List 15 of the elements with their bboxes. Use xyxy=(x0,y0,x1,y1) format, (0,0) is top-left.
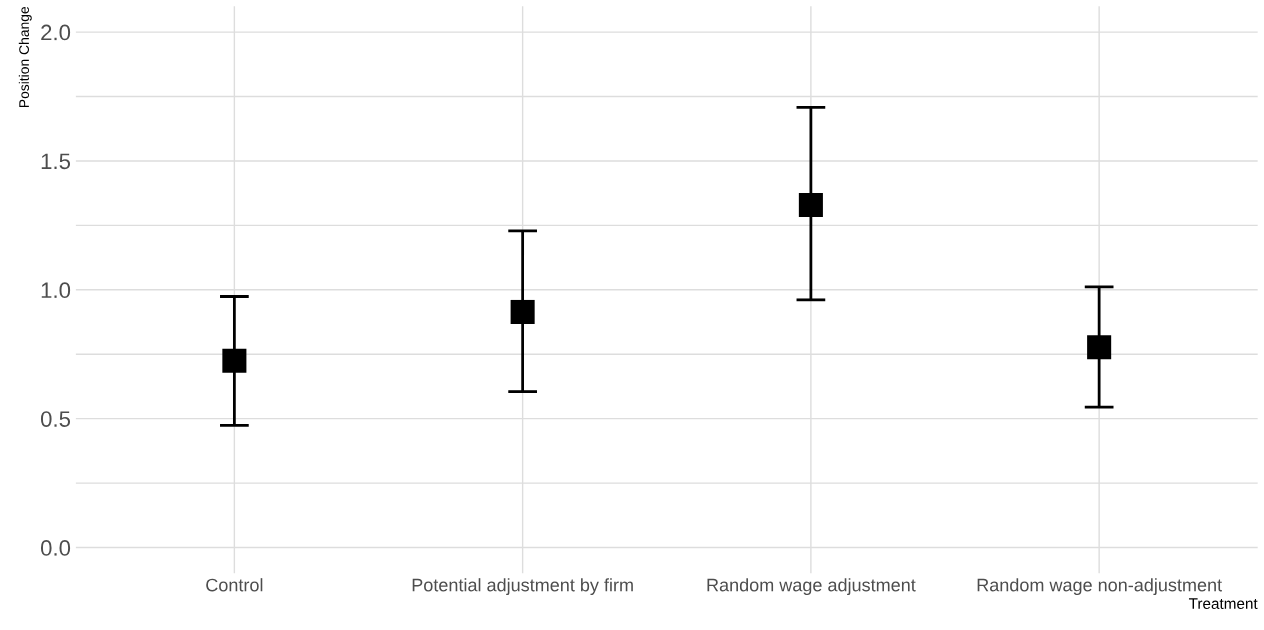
point xyxy=(510,299,535,324)
point xyxy=(222,348,247,373)
y-tick-label: 1.0 xyxy=(41,282,71,299)
x-tick-label: Random wage non-adjustment xyxy=(977,578,1222,595)
y-tick-label: 0.0 xyxy=(40,540,71,556)
x-tick-label: Control xyxy=(206,578,263,592)
y-tick-label: 1.5 xyxy=(41,153,71,170)
point xyxy=(798,192,823,218)
x-tick-label: Potential adjustment by firm xyxy=(412,578,633,595)
x-tick-label: Random wage adjustment xyxy=(707,578,916,595)
point xyxy=(1087,335,1112,360)
y-axis-title: Position Change xyxy=(18,6,32,108)
x-axis-title: Treatment xyxy=(1188,598,1258,609)
y-tick-label: 2.0 xyxy=(41,24,71,41)
y-tick-label: 0.5 xyxy=(40,411,71,427)
